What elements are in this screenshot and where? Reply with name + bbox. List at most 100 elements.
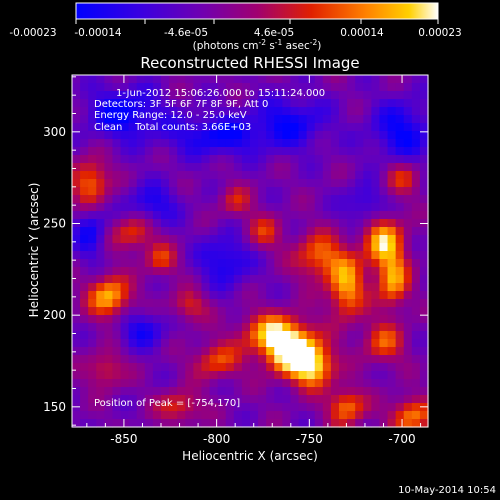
heatmap-cell (347, 395, 356, 404)
heatmap-cell (330, 147, 340, 156)
heatmap-cell (339, 283, 348, 292)
heatmap-cell (233, 227, 243, 236)
heatmap-cell (72, 139, 81, 148)
heatmap-cell (128, 235, 138, 244)
heatmap-cell (104, 123, 114, 132)
heatmap-cell (306, 339, 316, 348)
heatmap-cell (128, 331, 138, 340)
heatmap-cell (177, 283, 186, 292)
heatmap-cell (411, 99, 421, 108)
heatmap-cell (339, 291, 348, 300)
heatmap-cell (177, 411, 186, 420)
heatmap-cell (144, 123, 154, 132)
heatmap-cell (177, 419, 186, 428)
heatmap-cell (274, 395, 283, 404)
heatmap-cell (169, 243, 178, 252)
heatmap-cell (185, 123, 194, 132)
heatmap-cell (290, 187, 300, 196)
heatmap-cell (217, 387, 227, 396)
heatmap-cell (233, 107, 243, 116)
heatmap-cell (355, 403, 364, 412)
heatmap-cell (250, 403, 259, 412)
heatmap-cell (290, 75, 300, 84)
heatmap-cell (177, 163, 186, 172)
heatmap-cell (152, 323, 162, 332)
heatmap-cell (371, 115, 381, 124)
heatmap-cell (282, 235, 292, 244)
heatmap-cell (112, 403, 122, 412)
heatmap-cell (282, 339, 292, 348)
heatmap-cell (290, 107, 300, 116)
heatmap-cell (128, 139, 138, 148)
heatmap-cell (339, 195, 348, 204)
heatmap-cell (161, 339, 170, 348)
heatmap-cell (290, 299, 300, 308)
heatmap-cell (298, 387, 308, 396)
heatmap-cell (266, 387, 275, 396)
heatmap-cell (419, 299, 429, 308)
heatmap-cell (387, 307, 397, 316)
heatmap-cell (314, 195, 324, 204)
heatmap-cell (193, 371, 203, 380)
heatmap-cell (112, 315, 122, 324)
heatmap-cell (241, 107, 251, 116)
heatmap-cell (161, 227, 170, 236)
heatmap-cell (104, 203, 114, 212)
heatmap-cell (314, 403, 324, 412)
heatmap-cell (209, 91, 219, 100)
heatmap-cell (250, 411, 259, 420)
heatmap-cell (185, 155, 194, 164)
heatmap-cell (88, 235, 97, 244)
heatmap-cell (88, 179, 97, 188)
heatmap-cell (233, 91, 243, 100)
heatmap-cell (112, 147, 122, 156)
heatmap-cell (209, 403, 219, 412)
heatmap-cell (112, 267, 122, 276)
heatmap-cell (112, 363, 122, 372)
heatmap-cell (371, 235, 381, 244)
heatmap-cell (225, 363, 235, 372)
heatmap-cell (347, 339, 356, 348)
heatmap-cell (403, 283, 413, 292)
heatmap-cell (282, 347, 292, 356)
heatmap-cell (241, 307, 251, 316)
heatmap-cell (411, 371, 421, 380)
heatmap-cell (88, 371, 97, 380)
heatmap-cell (120, 235, 130, 244)
heatmap-cell (144, 379, 154, 388)
heatmap-cell (266, 83, 275, 92)
heatmap-cell (169, 171, 178, 180)
heatmap-cell (136, 299, 146, 308)
heatmap-cell (371, 75, 381, 84)
heatmap-cell (403, 267, 413, 276)
heatmap-cell (274, 267, 283, 276)
heatmap-cell (330, 83, 340, 92)
heatmap-cell (395, 211, 405, 220)
heatmap-cell (290, 395, 300, 404)
heatmap-cell (274, 235, 283, 244)
heatmap-cell (339, 299, 348, 308)
heatmap-cell (80, 75, 89, 84)
heatmap-cell (403, 139, 413, 148)
heatmap-cell (339, 211, 348, 220)
heatmap-cell (339, 83, 348, 92)
heatmap-cell (185, 219, 194, 228)
heatmap-cell (387, 275, 397, 284)
heatmap-cell (330, 171, 340, 180)
heatmap-cell (193, 91, 203, 100)
heatmap-cell (274, 251, 283, 260)
heatmap-cell (128, 179, 138, 188)
heatmap-cell (241, 259, 251, 268)
heatmap-cell (128, 315, 138, 324)
heatmap-cell (250, 203, 259, 212)
heatmap-cell (80, 187, 89, 196)
heatmap-cell (185, 403, 194, 412)
heatmap-cell (298, 331, 308, 340)
heatmap-cell (120, 331, 130, 340)
heatmap-cell (250, 195, 259, 204)
heatmap-cell (282, 139, 292, 148)
heatmap-cell (72, 107, 81, 116)
heatmap-cell (266, 363, 275, 372)
heatmap-cell (88, 395, 97, 404)
heatmap-cell (403, 219, 413, 228)
